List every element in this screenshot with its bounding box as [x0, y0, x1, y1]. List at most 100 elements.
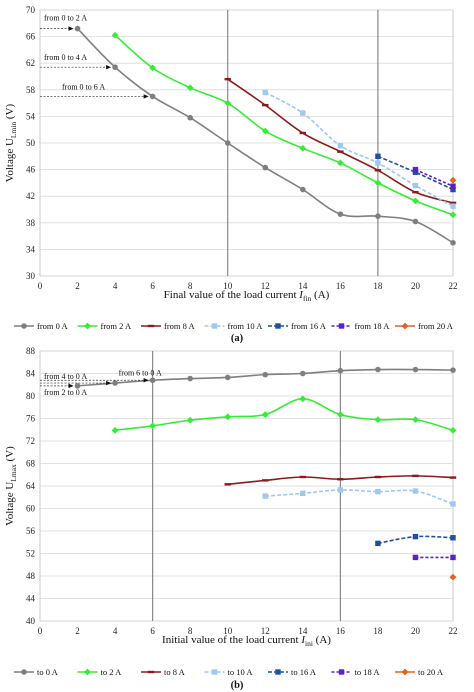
x-tick-label: 22: [449, 281, 458, 291]
series-to-18-A: [412, 554, 456, 561]
data-point: [224, 483, 231, 486]
x-tick-label: 8: [188, 626, 193, 636]
data-point: [224, 140, 231, 146]
y-tick-label: 68: [26, 459, 36, 469]
data-point: [375, 160, 381, 166]
legend-marker: [275, 323, 281, 329]
data-point: [450, 554, 456, 561]
data-point: [412, 166, 419, 173]
x-axis-label-sub: fin: [303, 294, 312, 303]
y-tick-label: 72: [26, 436, 35, 446]
data-point: [262, 164, 269, 171]
data-point: [412, 366, 419, 373]
data-point: [262, 103, 269, 107]
series-line: [114, 398, 454, 432]
data-point: [187, 114, 193, 121]
data-point: [450, 203, 456, 209]
data-point: [337, 150, 344, 153]
x-tick-label: 4: [113, 281, 118, 291]
y-tick-label: 76: [26, 414, 36, 424]
data-point: [262, 371, 269, 378]
x-tick-label: 14: [298, 626, 308, 636]
data-point: [337, 478, 344, 481]
data-point: [299, 144, 307, 152]
y-axis-label-text: Voltage U: [4, 482, 16, 526]
annotation-arrow-head: [106, 380, 112, 386]
legend-marker: [401, 322, 409, 330]
data-point: [449, 201, 457, 205]
legend-entry: to 8 A: [164, 667, 186, 677]
legend-marker: [338, 323, 345, 329]
x-tick-label: 10: [223, 281, 233, 291]
data-point: [374, 416, 382, 424]
data-point: [450, 501, 456, 507]
series-to-0-A: [74, 366, 456, 389]
legend-marker: [84, 322, 91, 330]
legend-marker: [211, 669, 218, 675]
x-axis-label-unit: (A): [311, 289, 329, 301]
data-point: [412, 533, 419, 540]
series-line: [114, 34, 454, 216]
x-axis-label-sub: ini: [305, 639, 313, 648]
y-tick-label: 64: [26, 481, 36, 491]
data-point: [261, 127, 269, 135]
data-point: [412, 218, 419, 225]
annotations: from 4 to 0 A from 6 to 0 A from 2 to 0 A: [40, 368, 162, 397]
x-tick-label: 18: [373, 626, 383, 636]
data-point: [112, 64, 118, 70]
data-point: [262, 479, 269, 482]
y-tick-label: 54: [26, 111, 36, 121]
series-from-8-A: [224, 77, 457, 205]
data-point: [74, 25, 81, 32]
legend-entry: to 10 A: [228, 667, 254, 677]
series-to-10-A: [262, 487, 456, 507]
x-tick-label: 12: [261, 281, 270, 291]
x-tick-label: 6: [150, 281, 155, 291]
y-tick-label: 30: [26, 271, 36, 281]
series-to-16-A: [375, 533, 456, 547]
data-point: [149, 93, 156, 100]
x-tick-label: 20: [411, 626, 421, 636]
annotation-arrow-head: [68, 26, 74, 31]
data-point: [262, 89, 268, 96]
y-axis-label-sub: Lmax: [9, 464, 18, 482]
legend-marker: [275, 669, 281, 675]
data-point: [375, 540, 381, 547]
y-axis-label-text: Voltage U: [4, 138, 16, 182]
x-axis-label-text: Initial value of the load current: [162, 634, 301, 646]
data-point: [450, 239, 456, 246]
x-tick-label: 16: [336, 626, 346, 636]
series-from-18-A: [412, 166, 456, 189]
x-tick-label: 10: [223, 626, 233, 636]
y-axis-label-unit: (V): [4, 103, 16, 121]
x-tick-label: 22: [449, 626, 458, 636]
data-point: [300, 490, 306, 497]
data-point: [412, 191, 419, 194]
annotation-label: from 0 to 2 A: [44, 14, 87, 23]
y-tick-label: 40: [26, 616, 36, 626]
data-point: [450, 183, 456, 189]
legend: to 0 A to 2 A to 8 A to 10 A to 16 A to 18 A t…: [14, 667, 444, 677]
x-axis-label: Initial value of the load current Iini (…: [162, 634, 331, 648]
annotation-label: from 0 to 6 A: [62, 82, 105, 91]
series-to-8-A: [224, 474, 457, 486]
series-from-10-A: [262, 89, 456, 209]
legend-entry: from 8 A: [164, 321, 196, 331]
data-point: [449, 176, 457, 184]
legend: from 0 A from 2 A from 8 A from 10 A from 16…: [14, 321, 454, 331]
data-point: [374, 169, 382, 172]
legend-entry: from 2 A: [101, 321, 133, 331]
data-point: [412, 416, 419, 424]
series-from-20-A: [449, 176, 457, 184]
y-tick-label: 84: [26, 369, 36, 379]
data-point: [262, 493, 268, 499]
data-point: [337, 487, 344, 493]
data-point: [224, 77, 231, 81]
legend-marker: [147, 324, 155, 328]
x-tick-label: 0: [38, 281, 43, 291]
data-point: [374, 179, 382, 187]
x-tick-label: 8: [188, 281, 193, 291]
